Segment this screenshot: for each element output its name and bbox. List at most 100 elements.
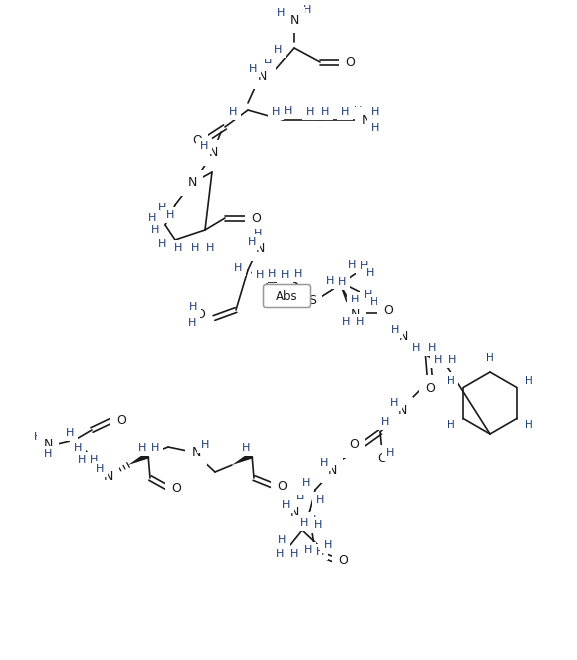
Text: H: H bbox=[447, 376, 455, 385]
Text: O: O bbox=[338, 554, 348, 566]
Text: H: H bbox=[96, 464, 104, 474]
Text: N: N bbox=[350, 308, 359, 321]
Text: H: H bbox=[316, 495, 324, 505]
Text: H: H bbox=[296, 495, 304, 505]
Text: O: O bbox=[195, 308, 205, 321]
Text: H: H bbox=[284, 106, 292, 116]
Text: Abs: Abs bbox=[276, 290, 298, 302]
Text: O: O bbox=[345, 55, 355, 69]
Text: O: O bbox=[377, 451, 387, 465]
Text: O: O bbox=[171, 482, 181, 494]
Text: H: H bbox=[281, 270, 289, 280]
Text: H: H bbox=[302, 478, 310, 488]
Text: H: H bbox=[34, 432, 42, 442]
Text: H: H bbox=[274, 45, 282, 55]
Text: H: H bbox=[381, 417, 389, 427]
Text: H: H bbox=[486, 353, 494, 363]
Text: H: H bbox=[158, 239, 166, 249]
Text: H: H bbox=[412, 343, 420, 353]
Text: H: H bbox=[206, 243, 214, 253]
Text: H: H bbox=[78, 455, 86, 465]
Text: H: H bbox=[74, 443, 82, 453]
Text: N: N bbox=[327, 463, 337, 477]
Text: H: H bbox=[288, 515, 296, 525]
Text: H: H bbox=[304, 545, 312, 555]
Text: H: H bbox=[338, 277, 346, 287]
Text: H: H bbox=[148, 213, 156, 223]
Text: H: H bbox=[294, 269, 302, 279]
Text: N: N bbox=[361, 114, 370, 127]
Text: H: H bbox=[188, 318, 196, 328]
Text: H: H bbox=[370, 297, 378, 307]
Text: N: N bbox=[208, 147, 218, 160]
Text: H: H bbox=[308, 515, 316, 525]
Text: O: O bbox=[192, 133, 202, 147]
Text: H: H bbox=[386, 448, 394, 458]
Text: H: H bbox=[248, 237, 256, 247]
Text: H: H bbox=[314, 520, 322, 530]
Text: H: H bbox=[290, 549, 298, 559]
Text: H: H bbox=[138, 443, 146, 453]
Text: H: H bbox=[249, 64, 257, 74]
Text: H: H bbox=[321, 107, 329, 117]
Text: H: H bbox=[447, 420, 455, 430]
Text: N: N bbox=[398, 403, 407, 416]
Text: H: H bbox=[278, 535, 286, 545]
Text: H: H bbox=[66, 428, 74, 438]
Text: N: N bbox=[43, 438, 53, 451]
Text: H: H bbox=[300, 518, 308, 528]
Text: H: H bbox=[391, 325, 399, 335]
Text: H: H bbox=[272, 107, 280, 117]
Text: O: O bbox=[349, 438, 359, 451]
Text: H: H bbox=[256, 270, 264, 280]
Text: O: O bbox=[383, 304, 393, 317]
Text: O: O bbox=[425, 381, 435, 395]
Text: H: H bbox=[341, 107, 349, 117]
Text: H: H bbox=[174, 243, 182, 253]
Text: H: H bbox=[254, 229, 262, 239]
Text: H: H bbox=[324, 540, 332, 550]
Text: N: N bbox=[289, 13, 299, 26]
Text: H: H bbox=[351, 295, 359, 305]
Text: O: O bbox=[277, 480, 287, 492]
Text: H: H bbox=[242, 443, 250, 453]
Text: H: H bbox=[326, 276, 334, 286]
Text: H: H bbox=[234, 263, 242, 273]
Text: H: H bbox=[200, 141, 208, 151]
Text: H: H bbox=[434, 355, 442, 365]
Polygon shape bbox=[232, 452, 253, 465]
Text: H: H bbox=[166, 210, 174, 220]
Text: H: H bbox=[276, 549, 284, 559]
Text: H: H bbox=[390, 398, 398, 408]
Text: H: H bbox=[158, 203, 166, 213]
Text: O: O bbox=[116, 414, 126, 426]
FancyBboxPatch shape bbox=[264, 284, 310, 308]
Text: N: N bbox=[188, 176, 197, 189]
Text: H: H bbox=[525, 420, 533, 430]
Text: H: H bbox=[201, 440, 209, 450]
Text: H: H bbox=[448, 355, 456, 365]
Text: N: N bbox=[103, 469, 113, 482]
Text: H: H bbox=[371, 107, 379, 117]
Text: H: H bbox=[229, 107, 237, 117]
Text: H: H bbox=[189, 302, 197, 312]
Text: H: H bbox=[356, 317, 364, 327]
Text: S: S bbox=[308, 294, 316, 306]
Text: H: H bbox=[342, 317, 350, 327]
Text: H: H bbox=[90, 455, 98, 465]
Text: H: H bbox=[364, 290, 372, 300]
Text: H: H bbox=[277, 8, 285, 18]
Text: H: H bbox=[268, 269, 276, 279]
Text: H: H bbox=[360, 261, 368, 271]
Text: H: H bbox=[316, 547, 324, 557]
Polygon shape bbox=[128, 452, 149, 465]
Text: H: H bbox=[303, 5, 311, 15]
Text: H: H bbox=[191, 243, 199, 253]
Text: N: N bbox=[255, 242, 265, 255]
Text: H: H bbox=[151, 225, 159, 235]
Text: H: H bbox=[525, 376, 533, 385]
Text: H: H bbox=[44, 449, 52, 459]
Text: N: N bbox=[289, 506, 299, 519]
Text: N: N bbox=[398, 331, 408, 343]
Text: H: H bbox=[282, 500, 290, 510]
